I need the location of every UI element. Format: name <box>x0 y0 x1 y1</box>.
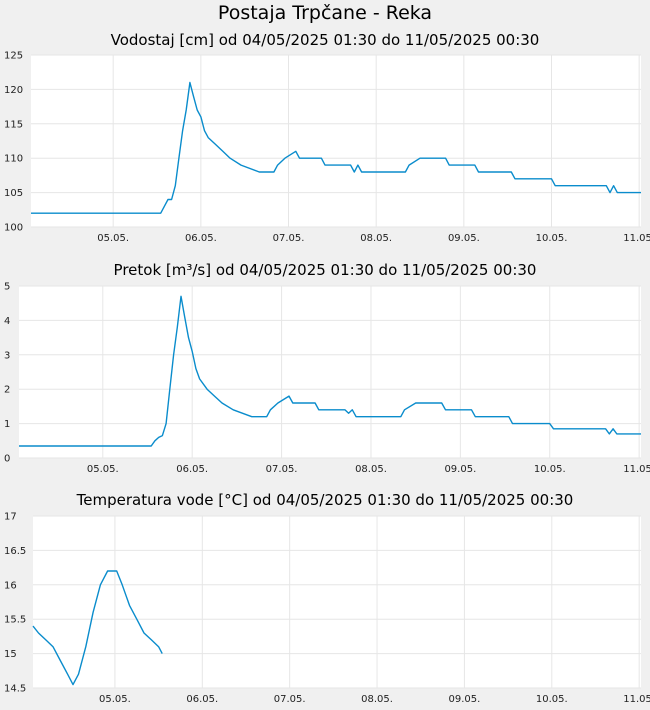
series-line <box>32 570 163 686</box>
page-title: Postaja Trpčane - Reka <box>217 2 433 24</box>
chart-title-water-temperature: Temperatura vode [°C] od 04/05/2025 01:3… <box>76 491 574 509</box>
y-tick-label: 1 <box>4 419 10 430</box>
y-tick-label: 105 <box>4 188 23 199</box>
y-tick-label: 16 <box>4 580 17 591</box>
x-tick-label: 11.05. <box>623 694 650 705</box>
x-tick-label: 10.05. <box>536 694 568 705</box>
discharge-chart: 05.05. 06.05. 07.05. 08.05. 09.05. 10.05. 11.0… <box>4 282 650 476</box>
x-tick-label: 09.05. <box>444 464 476 475</box>
y-tick-label: 120 <box>4 85 23 96</box>
y-tick-label: 100 <box>4 223 23 234</box>
x-tick-label: 07.05. <box>273 233 305 244</box>
y-tick-label: 125 <box>4 51 23 62</box>
y-tick-label: 2 <box>4 385 10 396</box>
chart-title-water-level: Vodostaj [cm] od 04/05/2025 01:30 do 11/… <box>110 31 540 49</box>
x-tick-label: 09.05. <box>448 233 480 244</box>
x-tick-label: 11.05. <box>623 233 650 244</box>
y-tick-label: 3 <box>4 350 10 361</box>
x-tick-label: 10.05. <box>534 464 566 475</box>
y-tick-label: 0 <box>4 454 10 465</box>
x-tick-label: 06.05. <box>176 464 208 475</box>
water-temperature-chart: 05.05. 06.05. 07.05. 08.05. 09.05. 10.05. 11.0… <box>4 512 650 706</box>
x-tick-label: 05.05. <box>97 233 129 244</box>
y-tick-label: 4 <box>4 316 10 327</box>
x-tick-label: 05.05. <box>87 464 119 475</box>
x-tick-label: 09.05. <box>449 694 481 705</box>
x-tick-label: 06.05. <box>185 233 217 244</box>
y-tick-label: 17 <box>4 512 17 523</box>
water-level-chart: 05.05. 06.05. 07.05. 08.05. 09.05. 10.05. 11.0… <box>4 51 650 245</box>
x-tick-label: 07.05. <box>266 464 298 475</box>
y-tick-label: 15.5 <box>4 615 26 626</box>
x-tick-label: 10.05. <box>536 233 568 244</box>
x-tick-label: 07.05. <box>274 694 306 705</box>
y-tick-label: 15 <box>4 649 17 660</box>
y-tick-label: 115 <box>4 119 23 130</box>
x-tick-label: 08.05. <box>361 694 393 705</box>
x-tick-label: 11.05. <box>623 464 650 475</box>
y-tick-label: 110 <box>4 154 23 165</box>
x-tick-label: 08.05. <box>360 233 392 244</box>
chart-title-discharge: Pretok [m³/s] od 04/05/2025 01:30 do 11/… <box>113 261 537 279</box>
plot-area <box>31 55 641 227</box>
y-tick-label: 5 <box>4 282 10 293</box>
series-line <box>19 295 641 447</box>
plot-area <box>33 516 641 688</box>
x-tick-label: 05.05. <box>99 694 131 705</box>
y-tick-label: 16.5 <box>4 546 26 557</box>
x-tick-label: 06.05. <box>186 694 218 705</box>
series-line <box>31 81 641 214</box>
plot-area <box>19 286 641 458</box>
y-tick-label: 14.5 <box>4 684 26 695</box>
x-tick-label: 08.05. <box>355 464 387 475</box>
